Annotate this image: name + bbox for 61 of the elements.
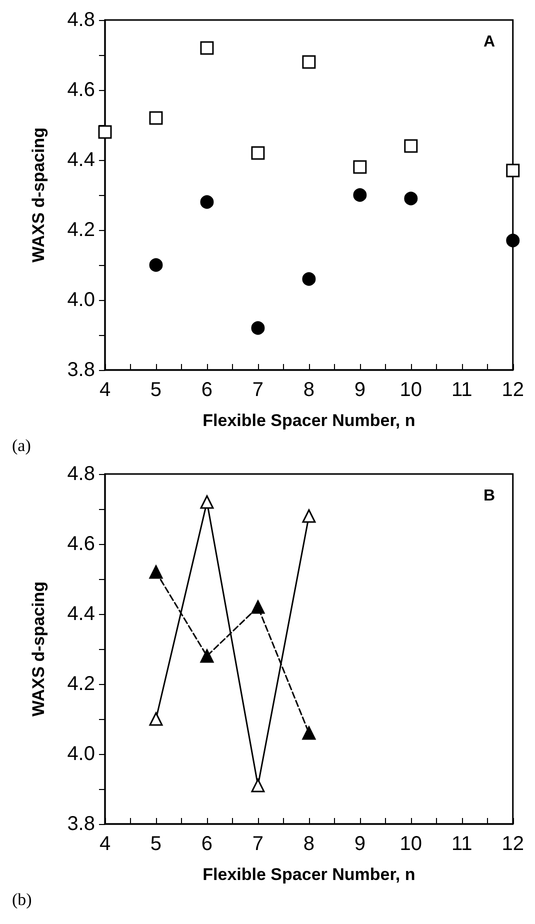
x-axis-title: Flexible Spacer Number, n bbox=[202, 411, 416, 430]
x-tick-label: 9 bbox=[354, 833, 366, 855]
point bbox=[353, 188, 367, 202]
point bbox=[506, 164, 520, 178]
y-tick-label: 4.2 bbox=[67, 673, 95, 695]
y-tick-label: 3.8 bbox=[67, 813, 95, 835]
x-tick-label: 12 bbox=[502, 833, 524, 855]
y-tick-label: 4.2 bbox=[67, 219, 95, 241]
x-tick-label: 4 bbox=[99, 833, 111, 855]
x-tick-label: 7 bbox=[252, 833, 264, 855]
y-tick-label: 4.6 bbox=[67, 79, 95, 101]
x-tick-label: 5 bbox=[150, 379, 162, 401]
point bbox=[251, 321, 265, 335]
x-tick-label: 6 bbox=[201, 833, 213, 855]
y-tick-label: 4.4 bbox=[67, 603, 95, 625]
point bbox=[200, 41, 214, 55]
y-tick-label: 4.6 bbox=[67, 533, 95, 555]
point bbox=[200, 495, 214, 509]
y-axis-title: WAXS d-spacing bbox=[29, 581, 48, 717]
point bbox=[404, 139, 418, 153]
point bbox=[251, 600, 265, 614]
x-tick-label: 9 bbox=[354, 379, 366, 401]
text: (a) bbox=[12, 436, 31, 455]
y-tick-label: 4.0 bbox=[67, 743, 95, 765]
point bbox=[302, 272, 316, 286]
annotation: A bbox=[483, 34, 496, 50]
x-axis-title: Flexible Spacer Number, n bbox=[202, 865, 416, 884]
x-tick-label: 7 bbox=[252, 379, 264, 401]
point bbox=[200, 649, 214, 663]
x-tick-label: 8 bbox=[303, 833, 314, 855]
y-axis-title: WAXS d-spacing bbox=[29, 127, 48, 263]
point bbox=[353, 160, 367, 174]
point bbox=[98, 125, 112, 139]
point bbox=[149, 258, 163, 272]
x-tick-label: 6 bbox=[201, 379, 213, 401]
point bbox=[302, 55, 316, 69]
x-tick-label: 8 bbox=[303, 379, 314, 401]
x-tick-label: 5 bbox=[150, 833, 162, 855]
y-tick-label: 3.8 bbox=[67, 359, 95, 381]
x-tick-label: 10 bbox=[400, 833, 422, 855]
point bbox=[149, 111, 163, 125]
point bbox=[302, 726, 316, 740]
point bbox=[251, 778, 265, 792]
point bbox=[404, 192, 418, 206]
x-tick-label: 10 bbox=[400, 379, 422, 401]
point bbox=[251, 146, 265, 160]
point bbox=[149, 712, 163, 726]
y-tick-label: 4.0 bbox=[67, 289, 95, 311]
point bbox=[200, 195, 214, 209]
point bbox=[149, 565, 163, 579]
x-tick-label: 11 bbox=[452, 833, 472, 855]
text: (b) bbox=[12, 890, 32, 909]
point bbox=[302, 509, 316, 523]
x-tick-label: 4 bbox=[99, 379, 111, 401]
y-tick-label: 4.4 bbox=[67, 149, 95, 171]
annotation: B bbox=[483, 488, 496, 504]
x-tick-label: 12 bbox=[502, 379, 524, 401]
point bbox=[506, 234, 520, 248]
y-tick-label: 4.8 bbox=[67, 9, 95, 31]
x-tick-label: 11 bbox=[452, 379, 472, 401]
y-tick-label: 4.8 bbox=[67, 463, 95, 485]
